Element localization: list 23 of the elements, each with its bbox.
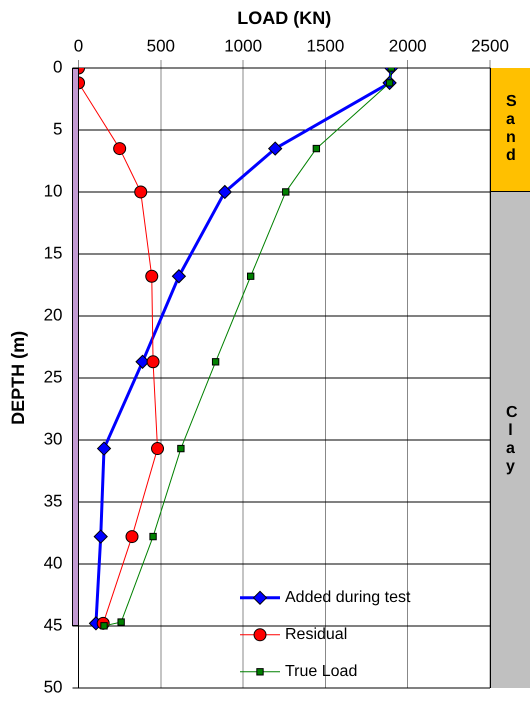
y-tick-label: 0 (53, 58, 63, 77)
x-tick-label: 1000 (224, 36, 262, 56)
y-tick-label: 45 (44, 616, 63, 635)
y-tick-label: 15 (44, 244, 63, 263)
x-tick-label: 500 (146, 36, 175, 56)
x-axis-title: LOAD (KN) (237, 8, 332, 28)
legend-label: True Load (285, 663, 358, 680)
x-tick-label: 2000 (388, 36, 427, 56)
x-tick-label: 2500 (471, 36, 509, 56)
y-tick-label: 35 (44, 492, 63, 511)
y-tick-label: 25 (44, 368, 63, 387)
y-tick-label: 50 (44, 677, 63, 696)
y-axis-title: DEPTH (m) (8, 330, 28, 425)
x-tick-label: 1500 (306, 36, 344, 56)
legend-label: Residual (285, 626, 348, 644)
y-tick-label: 5 (53, 120, 63, 139)
x-tick-label: 0 (74, 36, 84, 56)
y-tick-label: 40 (44, 554, 63, 573)
y-tick-label: 30 (44, 430, 63, 449)
soil-column: Sand Clay (490, 68, 530, 688)
y-tick-label: 10 (44, 182, 63, 201)
legend-label: Added during test (285, 589, 411, 606)
y-tick-label: 20 (44, 306, 63, 325)
